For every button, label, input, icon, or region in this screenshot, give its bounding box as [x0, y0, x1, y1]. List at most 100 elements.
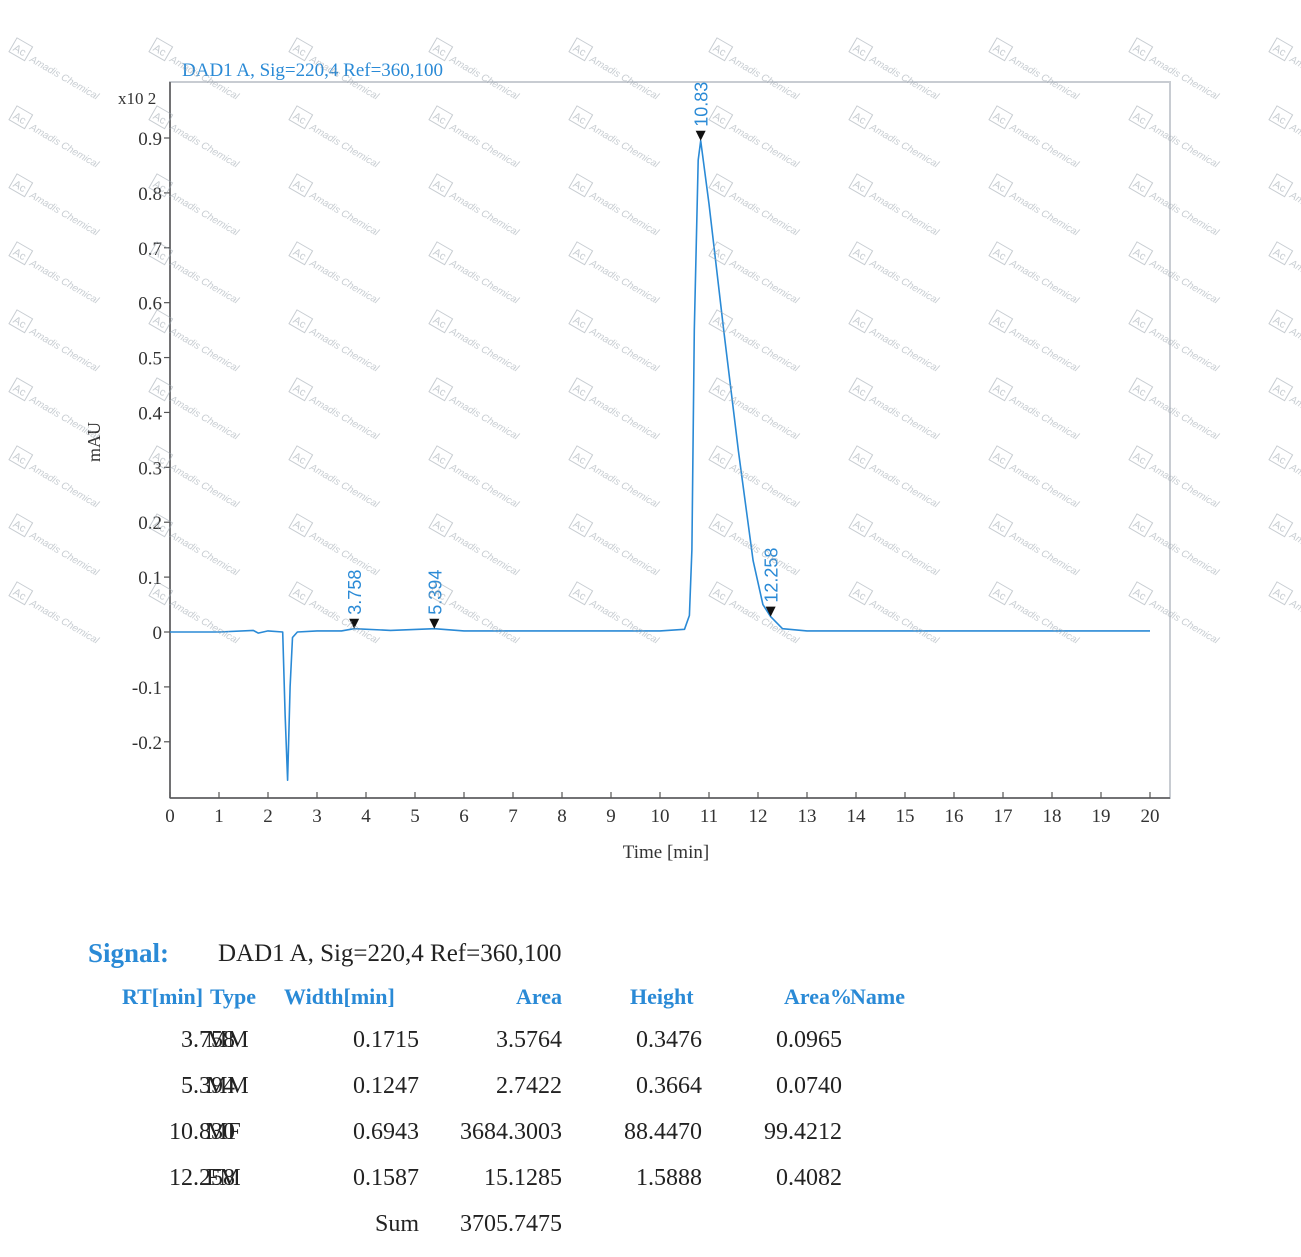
watermark-brand-text: Amadis Chemical: [727, 258, 801, 307]
cell-height: 0.3664: [636, 1073, 702, 1099]
watermark-brand-text: Amadis Chemical: [27, 326, 101, 375]
cell-type: MF: [206, 1119, 241, 1145]
watermark-brand-text: Amadis Chemical: [1007, 122, 1081, 171]
cell-rt: 5.394: [181, 1073, 235, 1099]
watermark-brand-text: Amadis Chemical: [27, 394, 101, 443]
watermark-logo-text: Ac: [571, 518, 589, 535]
header-name: Name: [850, 984, 905, 1009]
y-tick-label: 0.6: [138, 294, 162, 315]
watermark-logo-text: Ac: [1271, 246, 1289, 263]
watermark-logo-box: [1268, 445, 1294, 470]
watermark-brand-text: Amadis Chemical: [447, 258, 521, 307]
watermark-logo-text: Ac: [991, 450, 1009, 467]
cell-type: MM: [206, 1073, 249, 1099]
watermark-logo-box: [288, 309, 314, 334]
watermark-logo-text: Ac: [11, 178, 29, 195]
x-tick-label: 8: [557, 806, 567, 827]
watermark-logo-text: Ac: [431, 450, 449, 467]
watermark-logo-box: [288, 445, 314, 470]
plot-border: [169, 81, 1171, 799]
x-tick-label: 4: [361, 806, 371, 827]
watermark-logo-box: [988, 173, 1014, 198]
watermark-brand-text: Amadis Chemical: [727, 190, 801, 239]
watermark-logo-box: [8, 105, 34, 130]
watermark-logo-box: [708, 309, 734, 334]
watermark-brand-text: Amadis Chemical: [727, 326, 801, 375]
peak-marker: [429, 618, 440, 629]
watermark-logo-box: [148, 241, 174, 266]
watermark-logo-box: [1268, 377, 1294, 402]
watermark-logo-box: [148, 309, 174, 334]
watermark-logo-box: [428, 377, 454, 402]
watermark-logo-text: Ac: [571, 178, 589, 195]
watermark-logo-text: Ac: [291, 246, 309, 263]
watermark-brand-text: Amadis Chemical: [1147, 54, 1221, 103]
watermark-brand-text: Amadis Chemical: [867, 462, 941, 511]
watermark-logo-box: [8, 377, 34, 402]
watermark-brand-text: Amadis Chemical: [1287, 258, 1301, 307]
watermark-brand-text: Amadis Chemical: [867, 122, 941, 171]
watermark-brand-text: Amadis Chemical: [27, 122, 101, 171]
cell-width: 0.1715: [353, 1027, 419, 1053]
x-tick-label: 14: [847, 806, 867, 827]
watermark-logo-box: [428, 173, 454, 198]
cell-area: 3.5764: [496, 1027, 562, 1053]
watermark-logo-box: [8, 37, 34, 62]
header-area: Area: [516, 984, 563, 1009]
watermark-brand-text: Amadis Chemical: [867, 394, 941, 443]
watermark-brand-text: Amadis Chemical: [27, 54, 101, 103]
watermark-logo-text: Ac: [431, 110, 449, 127]
watermark-brand-text: Amadis Chemical: [1287, 190, 1301, 239]
watermark-brand-text: Amadis Chemical: [587, 258, 661, 307]
watermark-logo-text: Ac: [851, 178, 869, 195]
watermark-brand-text: Amadis Chemical: [587, 122, 661, 171]
watermark-logo-box: [568, 309, 594, 334]
watermark-logo-box: [1128, 309, 1154, 334]
watermark-logo-text: Ac: [711, 518, 729, 535]
watermark-brand-text: Amadis Chemical: [587, 326, 661, 375]
watermark-logo-box: [428, 581, 454, 606]
watermark-logo-text: Ac: [1131, 110, 1149, 127]
watermark-logo-text: Ac: [291, 178, 309, 195]
watermark-logo-text: Ac: [11, 246, 29, 263]
watermark-logo-text: Ac: [991, 42, 1009, 59]
header-width: Width[min]: [284, 984, 395, 1009]
watermark-logo-box: [568, 445, 594, 470]
sum-label: Sum: [374, 1211, 419, 1237]
watermark-logo-text: Ac: [11, 42, 29, 59]
watermark-logo-box: [1128, 377, 1154, 402]
watermark-logo-box: [288, 105, 314, 130]
watermark-logo-box: [8, 173, 34, 198]
watermark-logo-text: Ac: [1131, 518, 1149, 535]
watermark-logo-box: [1268, 581, 1294, 606]
watermark-logo-box: [568, 581, 594, 606]
cell-type: MM: [206, 1027, 249, 1053]
watermark-logo-box: [1268, 241, 1294, 266]
cell-height: 88.4470: [624, 1119, 702, 1145]
watermark-logo-text: Ac: [151, 42, 169, 59]
watermark-brand-text: Amadis Chemical: [1007, 326, 1081, 375]
peak-label: 10.83: [692, 82, 712, 127]
watermark-logo-text: Ac: [851, 110, 869, 127]
watermark-logo-box: [428, 513, 454, 538]
watermark-logo-text: Ac: [851, 450, 869, 467]
watermark-logo-box: [708, 513, 734, 538]
chart-frame: [169, 81, 1171, 799]
cell-rt: 10.830: [169, 1119, 235, 1145]
chromatogram-trace: [170, 139, 1150, 781]
watermark-brand-text: Amadis Chemical: [1007, 54, 1081, 103]
